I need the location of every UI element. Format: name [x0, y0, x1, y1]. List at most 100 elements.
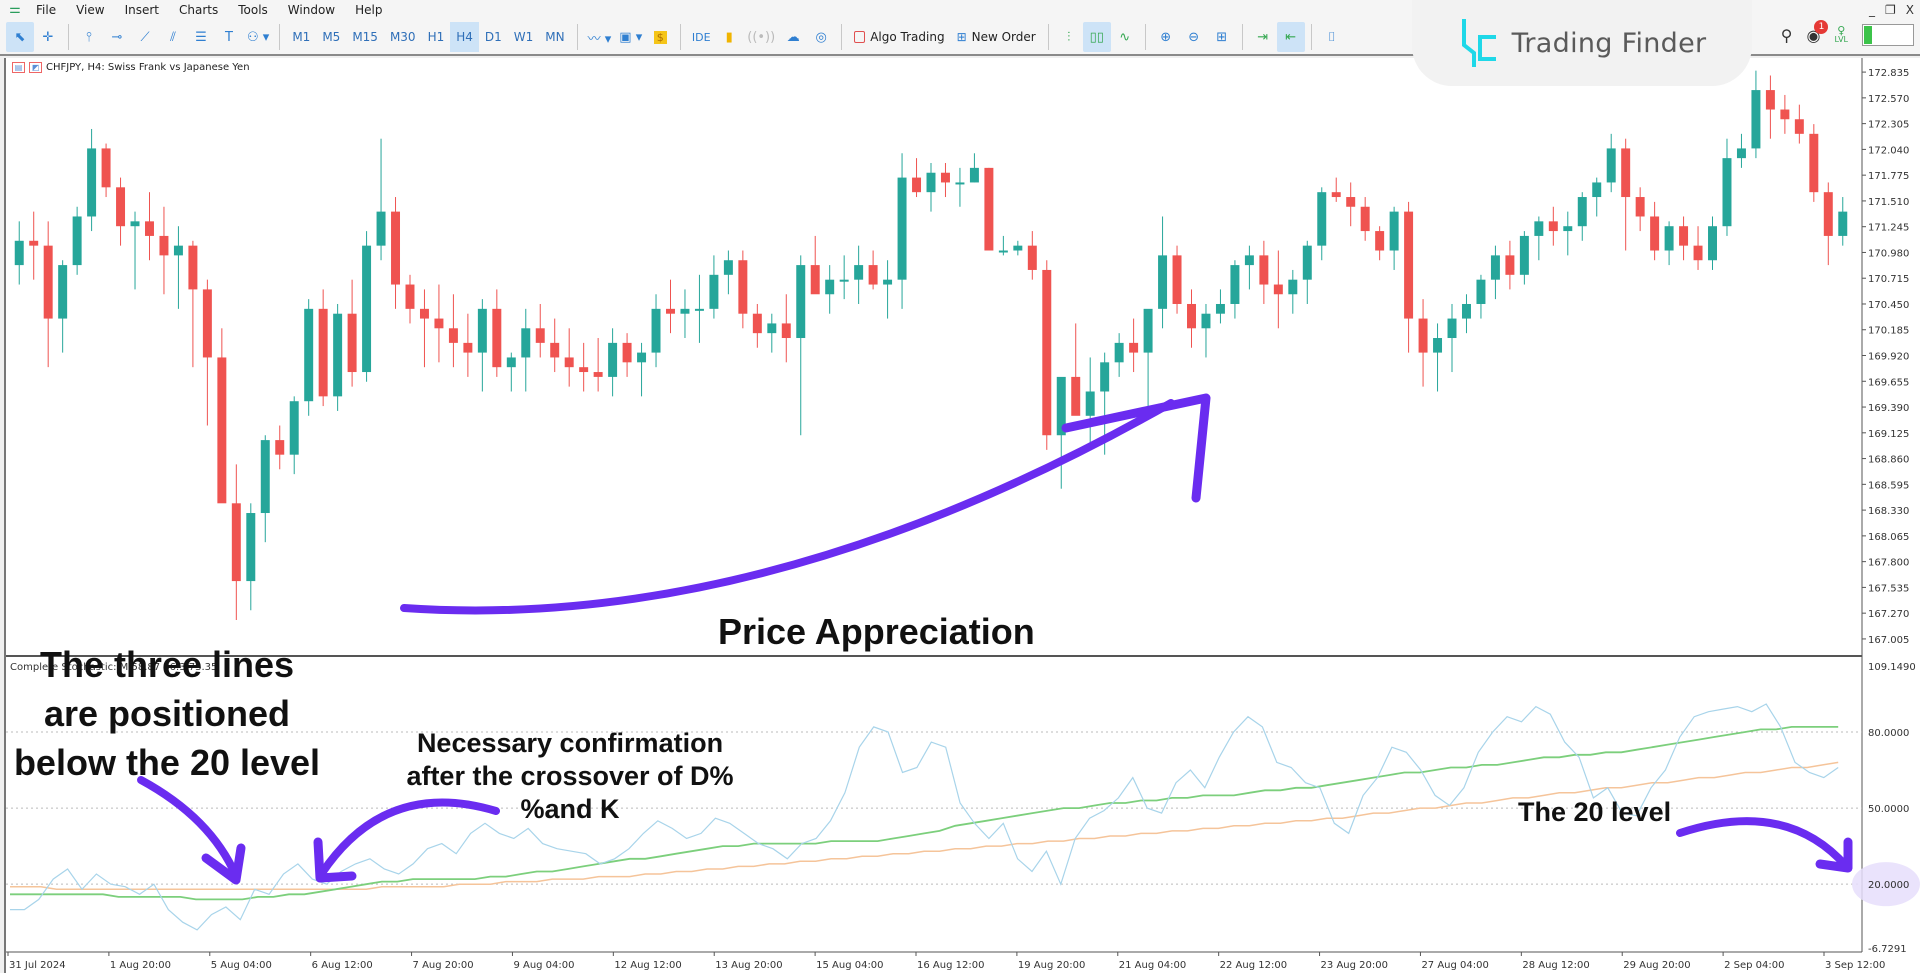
screenshot-button[interactable]: ⌷: [1318, 22, 1346, 52]
zoom-out-button[interactable]: ⊖: [1180, 22, 1208, 52]
indicators-button[interactable]: 〰 ▾: [584, 22, 616, 52]
candle: [318, 308, 328, 397]
candlestick-chart-button[interactable]: ▯▯: [1082, 22, 1111, 52]
menu-window[interactable]: Window: [287, 3, 336, 17]
candle: [1187, 303, 1196, 329]
vps-button[interactable]: ☁: [779, 22, 807, 52]
candle: [1302, 245, 1312, 280]
bar-chart-icon: ⫶: [1067, 29, 1071, 45]
candle: [637, 352, 647, 363]
menu-charts[interactable]: Charts: [179, 3, 219, 17]
vertical-line-icon: ⫯: [86, 29, 92, 45]
bar-chart-button[interactable]: ⫶: [1055, 22, 1083, 52]
timeframe-m30[interactable]: M30: [389, 30, 416, 44]
menu-insert[interactable]: Insert: [124, 3, 159, 17]
minimize-button[interactable]: _: [1869, 3, 1875, 17]
candle: [1736, 148, 1746, 159]
menu-tools[interactable]: Tools: [238, 3, 268, 17]
candle: [304, 308, 314, 402]
candle: [1288, 279, 1298, 295]
candle: [969, 167, 979, 183]
price-axis-label: 170.450: [1868, 300, 1909, 311]
candle: [333, 313, 343, 397]
cursor-tool-button[interactable]: ⬉: [6, 22, 34, 52]
app-logo-icon: ⚌: [9, 2, 21, 17]
notifications-button[interactable]: ◉ 1: [1807, 19, 1829, 45]
crosshair-icon: ✛: [42, 29, 54, 45]
signal-icon: ((•)): [747, 29, 776, 45]
price-axis-label: 172.570: [1868, 94, 1909, 105]
time-axis-label: 23 Aug 20:00: [1321, 960, 1388, 971]
chart-template-icon: ▣ ▾: [619, 29, 643, 45]
vertical-line-button[interactable]: ⫯: [75, 22, 103, 52]
tile-windows-button[interactable]: ⊞: [1208, 22, 1236, 52]
autoscroll-button[interactable]: ⇥: [1249, 22, 1277, 52]
candle: [767, 323, 777, 334]
market-button[interactable]: $: [646, 22, 674, 52]
text-tool-button[interactable]: T: [215, 22, 243, 52]
candle: [376, 211, 386, 246]
candle: [593, 372, 603, 377]
line-chart-button[interactable]: ∿: [1111, 22, 1139, 52]
market-bag-button[interactable]: ▮: [715, 22, 743, 52]
candle: [1215, 303, 1225, 314]
zoom-out-icon: ⊖: [1188, 29, 1200, 45]
chart-shift-button[interactable]: ⇤: [1276, 22, 1305, 52]
new-order-icon: ⊞: [956, 30, 967, 44]
trendline-button[interactable]: ⟋: [131, 22, 159, 52]
confirmation-line3: %and K: [520, 794, 620, 824]
close-button[interactable]: X: [1905, 3, 1914, 17]
candle: [810, 265, 820, 295]
candle: [1519, 235, 1529, 275]
candle: [1172, 255, 1182, 304]
timeframe-m5[interactable]: M5: [322, 30, 341, 44]
menu-view[interactable]: View: [76, 3, 105, 17]
candlestick-icon: ▯▯: [1089, 29, 1104, 45]
candle: [521, 328, 531, 358]
crosshair-tool-button[interactable]: ✛: [34, 22, 62, 52]
zoom-in-button[interactable]: ⊕: [1152, 22, 1180, 52]
text-icon: T: [225, 29, 233, 45]
timeframe-w1[interactable]: W1: [513, 30, 534, 44]
timeframe-d1[interactable]: D1: [484, 30, 502, 44]
restore-button[interactable]: ❐: [1885, 3, 1896, 17]
chart-template-button[interactable]: ▣ ▾: [615, 22, 646, 52]
candle: [72, 216, 82, 266]
level-20-highlight: [1852, 862, 1920, 907]
candle: [116, 187, 126, 227]
price-axis-label: 170.715: [1868, 274, 1909, 285]
candle: [1360, 206, 1370, 232]
fibonacci-button[interactable]: ☰: [187, 22, 215, 52]
candle: [1708, 226, 1717, 261]
search-icon[interactable]: ⚲: [1780, 25, 1793, 45]
candle: [1158, 255, 1168, 309]
horizontal-line-button[interactable]: ⊸: [103, 22, 131, 52]
timeframe-mn[interactable]: MN: [545, 30, 565, 44]
candle: [579, 367, 589, 373]
algo-trading-button[interactable]: Algo Trading: [848, 22, 950, 52]
candle: [1621, 148, 1631, 198]
menu-file[interactable]: File: [36, 3, 57, 17]
price-axis-label: 172.305: [1868, 120, 1909, 131]
community-button[interactable]: ◎: [807, 22, 835, 52]
price-appreciation-arrow-icon: [400, 393, 1211, 615]
ide-button[interactable]: IDE: [687, 22, 715, 52]
price-chart-canvas[interactable]: 172.835 172.570 172.305 172.040 171.775 171.5…: [6, 58, 1920, 973]
dollar-icon: $: [653, 30, 667, 44]
three-lines-arrow-icon: [137, 776, 246, 885]
candle: [723, 260, 733, 275]
timeframe-h4[interactable]: H4: [450, 22, 479, 52]
timeframe-m15[interactable]: M15: [352, 30, 378, 44]
channel-button[interactable]: ⫽: [159, 22, 187, 52]
timeframe-m1[interactable]: M1: [292, 30, 311, 44]
new-order-button[interactable]: ⊞ New Order: [951, 22, 1042, 52]
candle: [1592, 182, 1602, 198]
price-axis-label: 171.775: [1868, 171, 1909, 182]
signals-button[interactable]: ((•)): [743, 22, 779, 52]
shapes-button[interactable]: ⚇ ▾: [243, 22, 273, 52]
chart-window[interactable]: ▤ ◩ CHFJPY, H4: Swiss Frank vs Japanese …: [4, 58, 1920, 973]
timeframe-h1[interactable]: H1: [427, 30, 445, 44]
candle: [448, 328, 458, 343]
menu-help[interactable]: Help: [355, 3, 383, 17]
time-axis-label: 9 Aug 04:00: [513, 960, 574, 971]
